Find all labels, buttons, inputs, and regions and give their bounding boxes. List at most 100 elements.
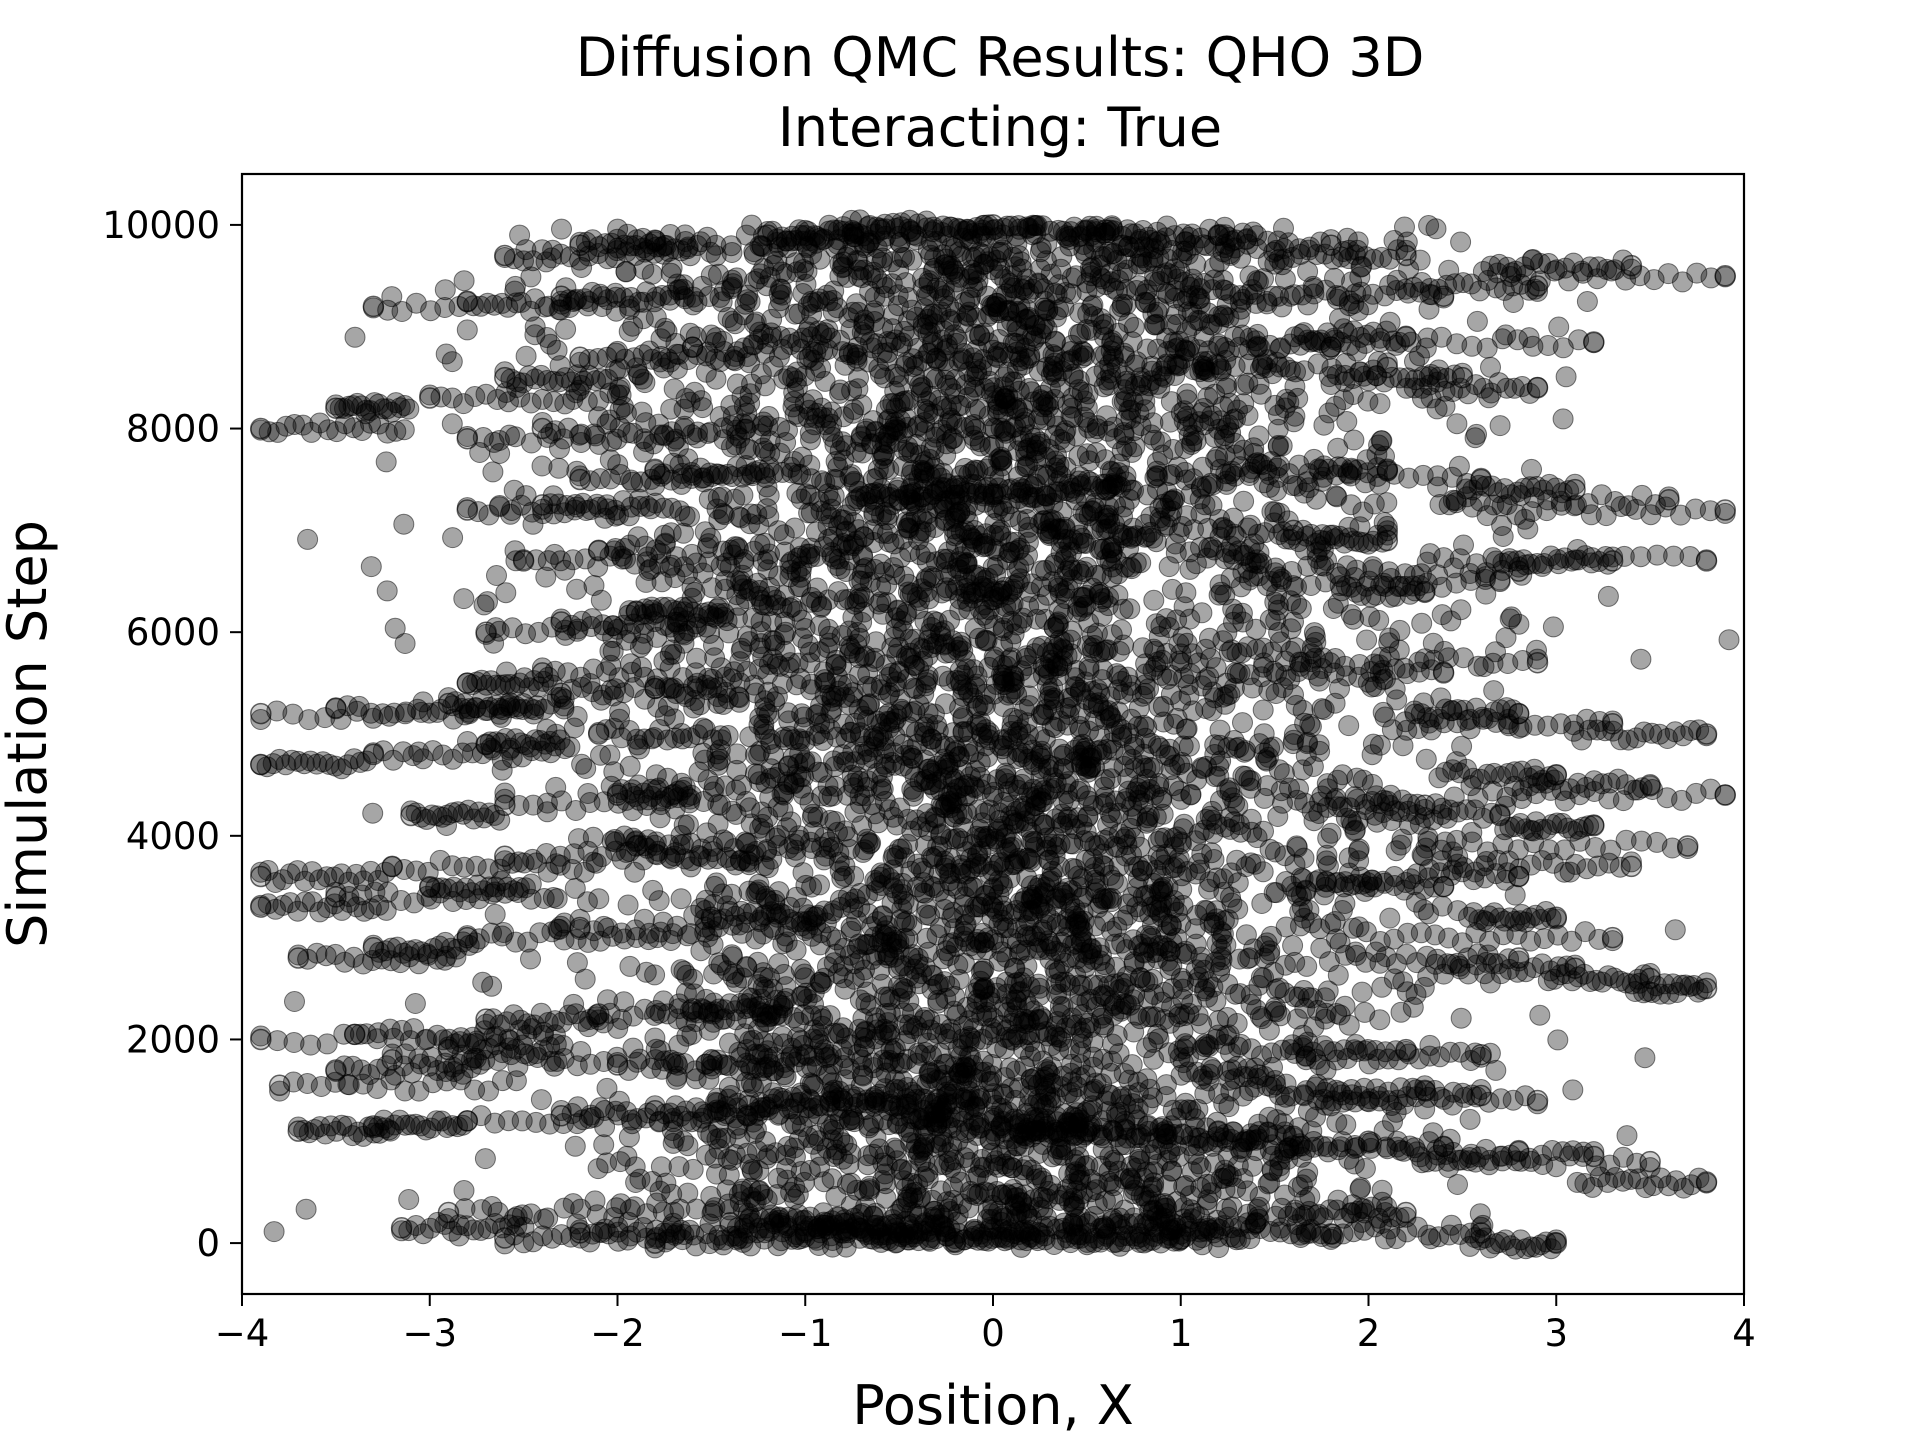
density-point bbox=[660, 398, 682, 420]
density-point bbox=[1197, 386, 1219, 408]
density-point bbox=[618, 321, 640, 342]
density-point bbox=[1450, 231, 1472, 253]
density-point bbox=[969, 819, 991, 841]
density-point bbox=[1267, 806, 1289, 827]
density-point bbox=[398, 1189, 420, 1210]
density-point bbox=[484, 903, 506, 925]
density-point bbox=[1555, 366, 1577, 388]
density-point bbox=[531, 455, 553, 477]
density-point bbox=[721, 242, 743, 263]
density-point bbox=[1420, 1228, 1442, 1250]
density-point bbox=[1415, 748, 1437, 770]
density-point bbox=[1252, 699, 1274, 721]
density-point bbox=[555, 318, 577, 340]
density-point bbox=[868, 593, 890, 615]
density-point bbox=[768, 953, 790, 975]
chart-title: Diffusion QMC Results: QHO 3D bbox=[576, 26, 1425, 89]
density-point bbox=[1351, 981, 1373, 1003]
density-point bbox=[974, 630, 996, 652]
density-point bbox=[871, 973, 893, 995]
density-point bbox=[360, 556, 382, 578]
density-point bbox=[1204, 426, 1226, 448]
density-point bbox=[677, 814, 699, 836]
density-point bbox=[810, 1005, 831, 1027]
density-point bbox=[1326, 486, 1348, 508]
density-point bbox=[1158, 1042, 1180, 1064]
density-point bbox=[790, 958, 812, 980]
density-point bbox=[1664, 919, 1686, 941]
density-point bbox=[673, 960, 695, 982]
density-point bbox=[1576, 291, 1598, 312]
density-point bbox=[1411, 612, 1433, 634]
density-point bbox=[843, 865, 865, 887]
density-point bbox=[1052, 790, 1074, 812]
density-point bbox=[1203, 257, 1225, 278]
density-point bbox=[1240, 993, 1262, 1015]
density-point bbox=[1489, 415, 1511, 437]
density-point bbox=[263, 1221, 285, 1243]
density-point bbox=[551, 218, 572, 240]
density-point bbox=[624, 861, 646, 883]
density-point bbox=[453, 270, 475, 292]
density-point bbox=[1413, 976, 1435, 998]
density-point bbox=[1290, 915, 1311, 937]
density-point bbox=[1283, 723, 1305, 745]
density-point bbox=[1464, 427, 1486, 449]
density-point bbox=[1288, 986, 1310, 1008]
density-point bbox=[756, 1148, 778, 1170]
density-point bbox=[297, 528, 319, 550]
density-point bbox=[1501, 606, 1522, 628]
density-point bbox=[1175, 582, 1197, 604]
density-point bbox=[524, 316, 546, 338]
density-point bbox=[1143, 589, 1165, 611]
density-point bbox=[1292, 759, 1314, 781]
density-point bbox=[979, 799, 1001, 821]
density-point bbox=[441, 351, 463, 373]
density-point bbox=[916, 927, 938, 949]
density-point bbox=[564, 1135, 586, 1157]
density-point bbox=[546, 339, 568, 361]
density-point bbox=[393, 513, 415, 535]
density-point bbox=[1529, 1004, 1551, 1026]
density-point bbox=[588, 888, 610, 910]
density-point bbox=[1451, 735, 1473, 757]
density-point bbox=[1115, 386, 1137, 408]
density-point bbox=[1166, 609, 1188, 631]
density-point bbox=[1191, 843, 1213, 865]
density-point bbox=[515, 345, 537, 367]
density-point bbox=[887, 284, 909, 306]
density-point bbox=[1597, 585, 1619, 607]
density-point bbox=[748, 514, 770, 536]
density-point bbox=[495, 582, 517, 604]
density-point bbox=[1127, 877, 1149, 898]
density-point bbox=[877, 1012, 899, 1034]
density-point bbox=[758, 485, 780, 507]
density-point bbox=[1185, 553, 1207, 575]
density-point bbox=[583, 575, 605, 596]
density-point bbox=[779, 652, 801, 674]
density-point bbox=[1126, 896, 1148, 918]
density-point bbox=[1250, 383, 1272, 405]
density-point bbox=[509, 224, 531, 246]
density-point bbox=[1179, 558, 1201, 580]
density-point bbox=[1368, 609, 1390, 631]
density-point bbox=[1136, 1068, 1158, 1090]
density-point bbox=[1459, 1108, 1481, 1130]
density-point bbox=[809, 641, 830, 663]
density-point bbox=[1283, 611, 1304, 633]
density-point bbox=[376, 580, 398, 602]
density-point bbox=[1562, 1079, 1584, 1101]
density-point bbox=[482, 461, 504, 483]
density-point bbox=[847, 301, 869, 323]
density-point bbox=[1265, 978, 1287, 1000]
density-point bbox=[1291, 1174, 1313, 1196]
density-point bbox=[284, 991, 305, 1012]
density-point bbox=[453, 1180, 475, 1201]
density-point bbox=[1338, 715, 1360, 737]
density-point bbox=[864, 286, 886, 308]
density-point bbox=[935, 444, 957, 466]
density-point bbox=[960, 415, 982, 437]
density-point bbox=[1089, 641, 1111, 663]
density-point bbox=[1483, 680, 1505, 702]
